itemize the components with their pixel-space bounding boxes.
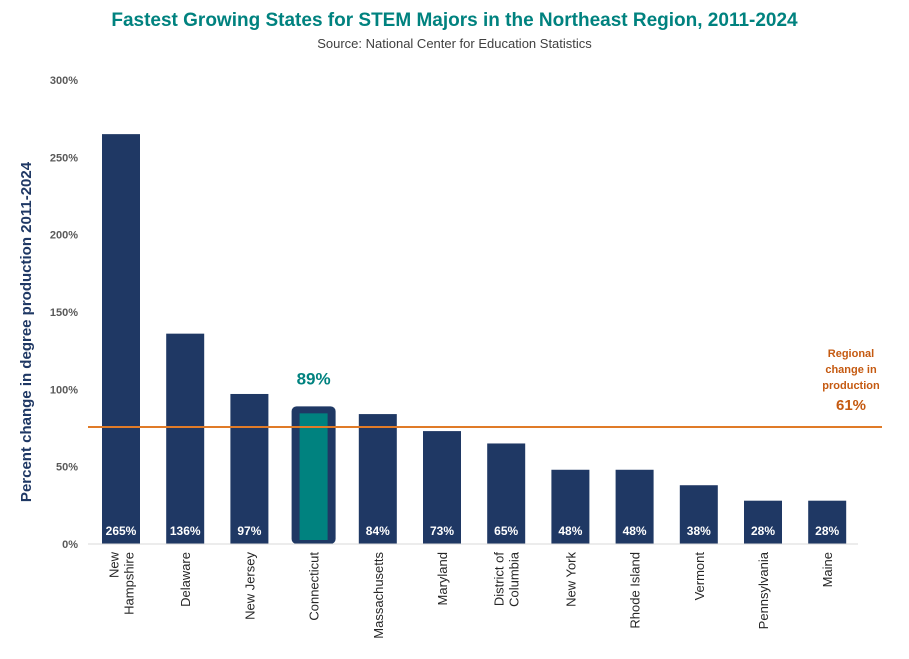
x-tick-label: Maryland — [435, 552, 450, 605]
x-tick-label: New Jersey — [242, 552, 257, 620]
y-axis-title: Percent change in degree production 2011… — [18, 161, 35, 502]
reference-line-value: 61% — [836, 397, 866, 414]
bar-data-label: 73% — [430, 524, 454, 538]
x-tick-label: Pennsylvania — [756, 551, 771, 629]
x-tick-label: Connecticut — [307, 552, 322, 621]
chart-title: Fastest Growing States for STEM Majors i… — [111, 10, 798, 31]
y-tick-label: 50% — [56, 462, 78, 474]
bar-data-label: 97% — [237, 524, 261, 538]
bar-callout-label: 89% — [297, 369, 331, 388]
bar — [230, 393, 269, 544]
bar-highlight-fill — [299, 413, 328, 540]
bar-data-label: 136% — [170, 524, 201, 538]
y-tick-label: 150% — [50, 307, 78, 319]
bar — [808, 500, 847, 544]
bar — [487, 443, 526, 544]
x-tick-label: Massachusetts — [371, 552, 386, 639]
bar-data-label: 48% — [623, 524, 647, 538]
bar-data-label: 65% — [494, 524, 518, 538]
x-tick-label: New York — [563, 552, 578, 607]
bar-data-label: 38% — [687, 524, 711, 538]
bar — [551, 469, 590, 544]
bar — [166, 333, 205, 544]
x-tick-label: Delaware — [178, 552, 193, 607]
x-tick-label: Columbia — [507, 551, 522, 607]
bar-data-label: 265% — [106, 524, 137, 538]
x-tick-label: Rhode Island — [628, 552, 643, 629]
bar — [358, 414, 397, 544]
reference-line-label: production — [822, 380, 880, 392]
y-tick-label: 200% — [50, 230, 78, 242]
y-tick-label: 250% — [50, 152, 78, 164]
y-tick-label: 100% — [50, 384, 78, 396]
x-tick-label: New — [107, 551, 122, 578]
bar — [423, 431, 461, 544]
bar-data-label: 84% — [366, 524, 390, 538]
reference-line-label: change in — [825, 364, 877, 376]
bar — [102, 134, 140, 544]
bar-data-label: 48% — [558, 524, 582, 538]
y-tick-label: 300% — [50, 75, 78, 87]
x-tick-label: Vermont — [692, 552, 707, 601]
bar — [679, 485, 718, 544]
chart-subtitle: Source: National Center for Education St… — [317, 36, 592, 51]
x-tick-label: Maine — [820, 552, 835, 587]
bar-data-label: 28% — [751, 524, 775, 538]
x-tick-label: District of — [492, 552, 507, 607]
y-tick-label: 0% — [62, 539, 78, 551]
bar — [615, 469, 654, 544]
reference-line-label: Regional — [828, 348, 874, 360]
x-tick-label: Hampshire — [122, 552, 137, 615]
bar — [744, 500, 782, 544]
bar-data-label: 28% — [815, 524, 839, 538]
